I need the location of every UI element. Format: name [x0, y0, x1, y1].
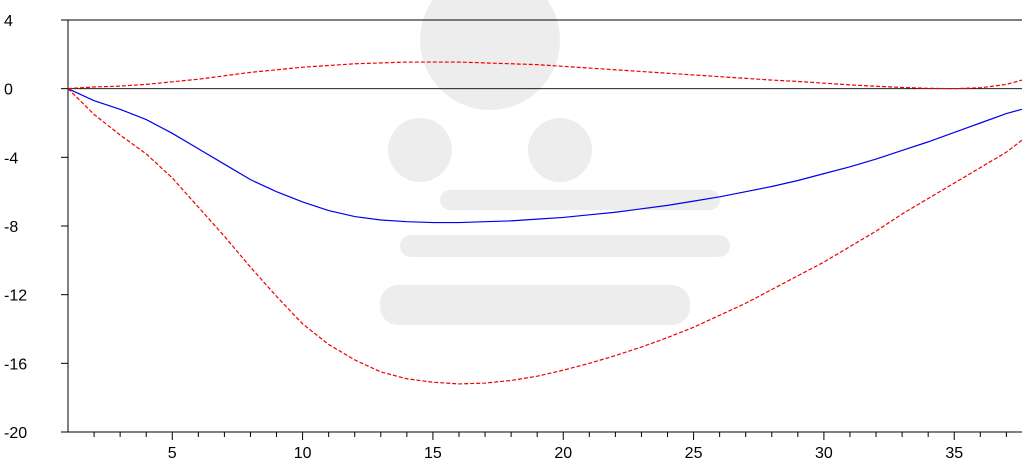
x-tick-label: 5: [168, 445, 177, 462]
axes: [61, 19, 1022, 440]
x-tick-label: 30: [815, 445, 833, 462]
y-tick-label: -12: [4, 288, 27, 305]
y-tick-label: -8: [4, 219, 18, 236]
y-tick-label: -16: [4, 356, 27, 373]
upper-band-line: [67, 61, 1022, 90]
x-tick-label: 10: [294, 445, 312, 462]
x-tick-label: 15: [424, 445, 442, 462]
lower-band-line: [67, 88, 1022, 385]
y-tick-label: -20: [4, 425, 27, 442]
tick-labels-layer: 4 0 -4 -8 -12 -16 -20 5 10 15 20 25 30 35: [4, 13, 963, 462]
y-tick-label: 0: [4, 82, 13, 99]
x-tick-label: 25: [685, 445, 703, 462]
watermark-emblem: [380, 0, 730, 325]
y-tick-label: 4: [4, 13, 13, 30]
x-tick-label: 35: [945, 445, 963, 462]
y-tick-label: -4: [4, 150, 18, 167]
x-tick-label: 20: [554, 445, 572, 462]
response-line: [67, 88, 1022, 224]
series-layer: [67, 61, 1022, 385]
